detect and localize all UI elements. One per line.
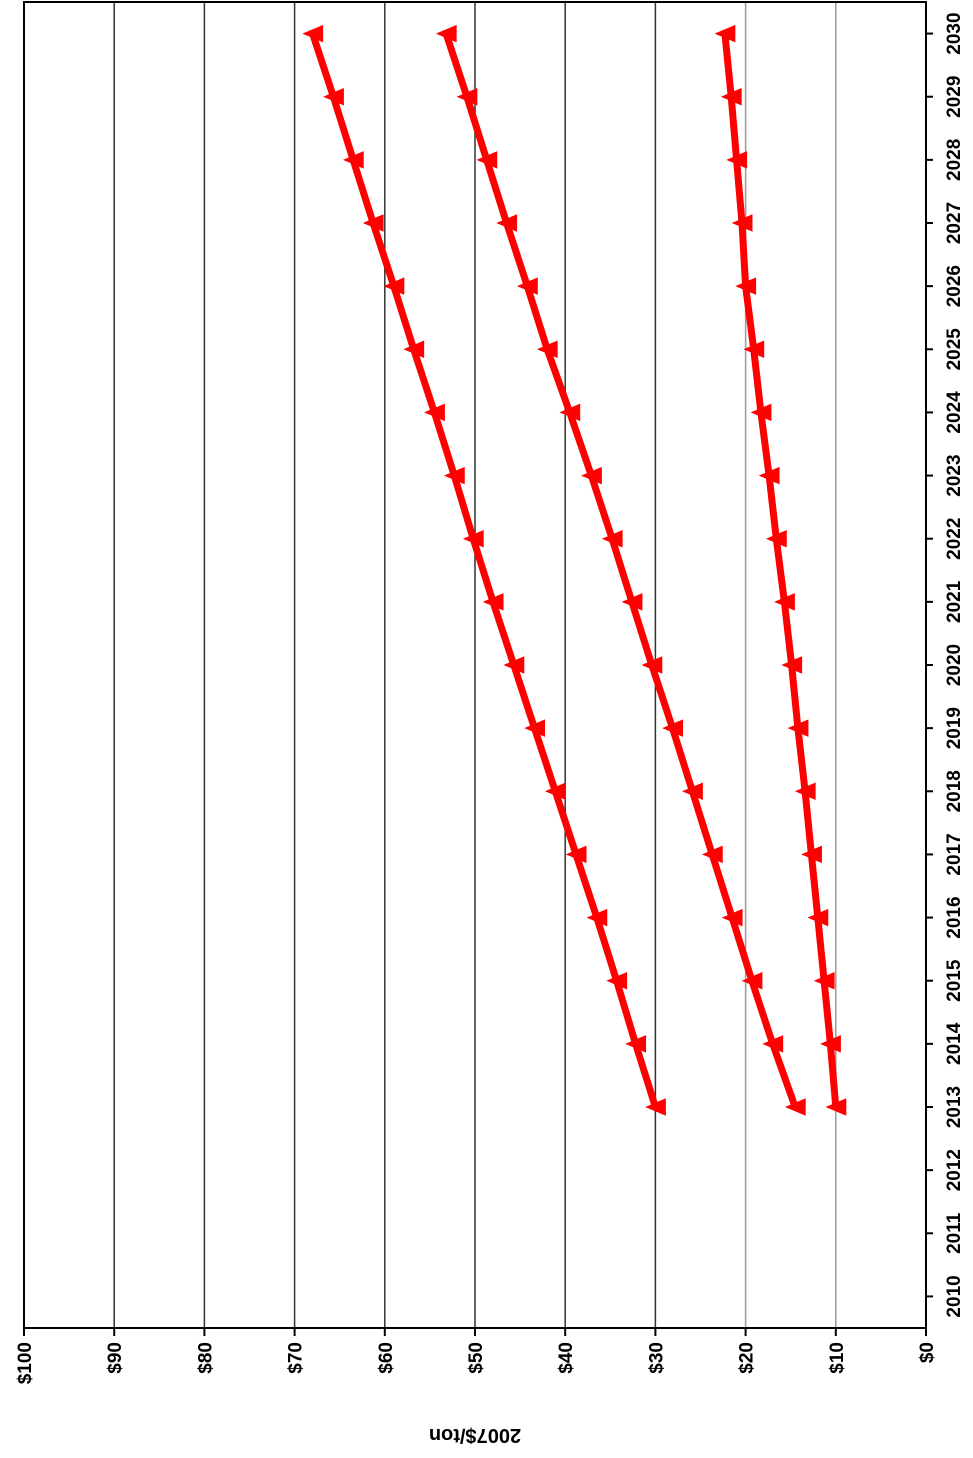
series-2-point (581, 466, 602, 485)
series-2-point (784, 1098, 806, 1116)
x-tick-label: 2027 (944, 202, 965, 244)
x-tick-label: 2016 (944, 896, 965, 938)
series-2-point (559, 403, 581, 422)
series-2-point (601, 529, 623, 548)
series-3-point (714, 24, 736, 43)
series-3-point (787, 719, 809, 737)
series-1-point (323, 87, 344, 106)
series-1-point (443, 466, 465, 485)
series-1-point (625, 1035, 647, 1053)
series-2-point (641, 656, 663, 674)
series-1-point (645, 1098, 666, 1116)
series-3-line (721, 30, 840, 1111)
series-2-point (456, 87, 478, 106)
series-1-point (565, 845, 587, 864)
series-2-point (476, 151, 498, 169)
x-tick-label: 2028 (944, 139, 965, 181)
x-tick-label: 2022 (944, 518, 965, 560)
series-2-point (721, 908, 743, 927)
series-2-point (536, 340, 558, 359)
series-1-point (524, 719, 546, 737)
series-1-point (403, 340, 425, 359)
series-1-point (362, 214, 384, 232)
y-axis-ticks: $0 $10 $20 $30 $40 $50 $60 $70 $80 $90 $100 (15, 1328, 938, 1384)
series-3-point (765, 529, 787, 548)
series-2-point (701, 845, 723, 864)
series-3-point (750, 403, 772, 422)
series-1-point (383, 277, 405, 295)
x-tick-label: 2018 (944, 770, 965, 812)
x-tick-label: 2026 (944, 265, 965, 307)
x-tick-label: 2013 (944, 1086, 965, 1128)
x-tick-label: 2024 (944, 391, 965, 434)
series-3-point (813, 971, 835, 990)
series-1-point (606, 971, 628, 990)
series-1-point (302, 24, 324, 43)
series-1-point (503, 656, 525, 674)
y-tick-label: $10 (827, 1342, 848, 1374)
series-3-point (820, 1035, 841, 1053)
series-3-point (825, 1098, 847, 1116)
series-2-point (517, 277, 538, 295)
series-2-point (496, 214, 518, 232)
x-tick-label: 2017 (944, 833, 965, 875)
series-1-point (544, 782, 566, 801)
x-tick-label: 2023 (944, 454, 965, 496)
y-tick-label: $90 (105, 1342, 126, 1374)
x-tick-label: 2019 (944, 707, 965, 749)
series-lines (302, 24, 847, 1116)
series-1-point (586, 908, 608, 927)
series-1-point (424, 403, 445, 422)
series-3-point (731, 214, 753, 232)
y-tick-label: $70 (286, 1342, 307, 1374)
x-tick-label: 2011 (944, 1212, 965, 1254)
y-tick-label: $20 (737, 1342, 758, 1374)
y-tick-label: $50 (466, 1342, 487, 1374)
x-tick-label: 2020 (944, 644, 965, 686)
series-1-point (462, 529, 484, 548)
series-3-point (774, 593, 795, 611)
series-3-point (735, 277, 757, 295)
series-3-point (743, 340, 765, 359)
series-3-point (794, 782, 816, 801)
series-1-point (342, 151, 364, 169)
series-1-line (309, 30, 659, 1111)
series-3-point (758, 466, 780, 485)
series-3-point (781, 656, 803, 674)
x-tick-label: 2030 (944, 12, 965, 54)
series-1-point (482, 593, 504, 611)
x-tick-label: 2029 (944, 76, 965, 118)
series-2-point (741, 971, 763, 990)
y-tick-label: $60 (376, 1342, 397, 1374)
x-tick-label: 2021 (944, 580, 965, 623)
series-3-point (726, 151, 748, 169)
series-3-point (801, 845, 822, 864)
y-tick-label: $30 (646, 1342, 667, 1374)
y-tick-label: $0 (917, 1342, 938, 1363)
series-2-point (682, 782, 703, 801)
y-tick-label: $40 (556, 1342, 577, 1374)
x-tick-label: 2014 (944, 1022, 965, 1065)
series-3-point (720, 87, 742, 106)
x-tick-label: 2010 (944, 1275, 965, 1317)
series-2-point (435, 24, 457, 43)
series-2-point (662, 719, 684, 737)
series-2-line (442, 30, 799, 1111)
gridlines (113, 2, 837, 1328)
y-tick-label: $80 (195, 1342, 216, 1374)
series-3-point (807, 908, 829, 927)
series-2-point (621, 593, 643, 611)
x-tick-label: 2012 (944, 1149, 965, 1191)
y-tick-label: $100 (15, 1342, 36, 1384)
x-tick-label: 2015 (944, 959, 965, 1002)
x-tick-label: 2025 (944, 328, 965, 371)
series-2-point (762, 1035, 784, 1053)
x-axis-ticks: 2010 2011 2012 2013 2014 2015 2016 2017 2018 2019… (926, 12, 965, 1318)
y-axis-label: 2007$/ton (429, 1424, 521, 1446)
